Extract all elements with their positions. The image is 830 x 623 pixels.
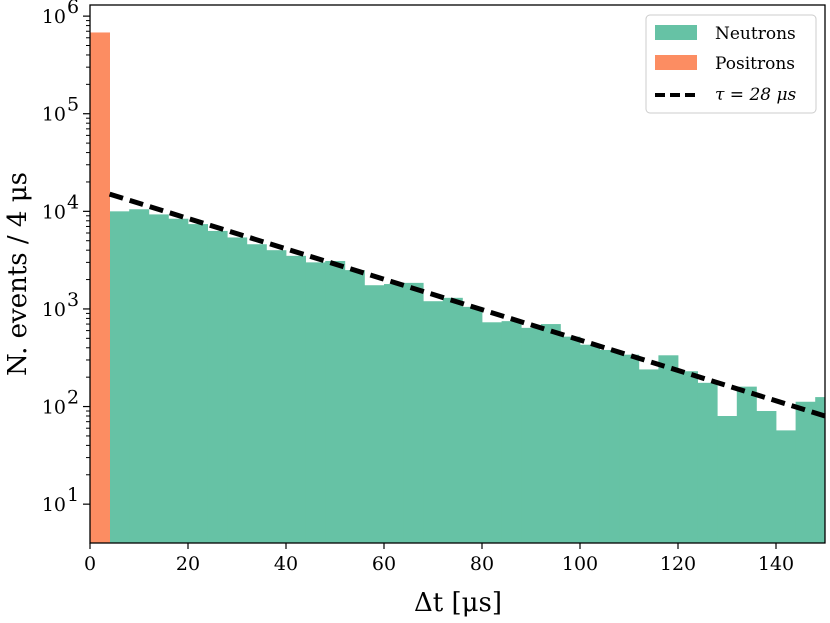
neutron-bar xyxy=(325,260,346,543)
neutron-bar xyxy=(384,284,404,543)
plot-frame xyxy=(89,4,826,544)
x-tick-label: 80 xyxy=(470,553,494,575)
neutron-bar xyxy=(442,297,463,543)
y-tick-label-exponent: 6 xyxy=(67,0,79,18)
x-tick-label: 100 xyxy=(562,553,598,575)
neutron-bar xyxy=(188,224,208,543)
y-tick-label-exponent: 2 xyxy=(67,387,79,409)
neutron-bar xyxy=(678,371,698,543)
neutron-bar xyxy=(344,270,365,543)
legend-swatch-neutrons xyxy=(655,25,697,40)
neutron-bar xyxy=(403,282,424,543)
x-tick-label: 0 xyxy=(84,553,96,575)
legend-label-positrons: Positrons xyxy=(715,54,795,74)
neutron-bar xyxy=(638,369,659,543)
x-axis: 0 20 40 60 80 100 120 140 xyxy=(84,543,794,575)
neutron-bar xyxy=(795,401,816,543)
neutron-bar xyxy=(364,285,385,543)
neutron-bar xyxy=(540,324,561,543)
neutron-bar xyxy=(129,209,150,543)
neutron-bar xyxy=(109,211,130,543)
neutron-bar xyxy=(560,336,581,543)
neutron-bar xyxy=(580,344,600,543)
positron-bars xyxy=(90,32,110,543)
y-tick-label: 10 xyxy=(42,397,66,419)
neutron-bar xyxy=(736,386,757,543)
y-tick-label: 10 xyxy=(42,201,66,223)
legend-label-fit: τ = 28 μs xyxy=(715,85,797,105)
neutron-bar xyxy=(462,306,483,543)
x-tick-label: 60 xyxy=(372,553,396,575)
neutron-bar xyxy=(776,430,796,543)
legend: Neutrons Positrons τ = 28 μs xyxy=(645,14,817,114)
y-tick-label: 10 xyxy=(42,494,66,516)
legend-label-neutrons: Neutrons xyxy=(715,24,796,44)
neutron-bar xyxy=(619,354,640,543)
y-axis-label: N. events / 4 μs xyxy=(3,172,33,376)
legend-swatch-positrons xyxy=(655,55,697,70)
x-axis-label: Δt [μs] xyxy=(414,588,502,618)
neutron-bar xyxy=(207,230,228,543)
neutron-bar xyxy=(815,397,826,543)
y-tick-label: 10 xyxy=(42,104,66,126)
positron-bar xyxy=(90,32,110,543)
neutron-bar xyxy=(286,255,306,543)
neutron-bar xyxy=(423,301,444,543)
y-tick-label-exponent: 1 xyxy=(67,484,79,506)
x-tick-label: 20 xyxy=(176,553,200,575)
neutron-bar xyxy=(148,214,169,543)
neutron-bar xyxy=(246,244,267,543)
y-tick-label-exponent: 5 xyxy=(67,94,79,116)
x-tick-label: 120 xyxy=(660,553,696,575)
neutron-bar xyxy=(521,327,542,543)
neutron-bar xyxy=(658,355,679,543)
x-tick-label: 140 xyxy=(758,553,794,575)
neutron-bar xyxy=(305,262,326,543)
y-tick-label: 10 xyxy=(42,6,66,28)
neutron-bar xyxy=(599,349,620,543)
y-tick-label-exponent: 4 xyxy=(67,191,79,213)
neutron-bar xyxy=(717,416,738,543)
y-tick-label-exponent: 3 xyxy=(67,289,79,311)
y-tick-label: 10 xyxy=(42,299,66,321)
neutron-bar xyxy=(227,237,248,543)
neutron-bar xyxy=(482,322,502,543)
neutron-bar xyxy=(501,321,522,543)
neutron-bar xyxy=(168,218,189,543)
neutron-bar xyxy=(697,382,718,543)
x-tick-label: 40 xyxy=(274,553,298,575)
neutron-bars xyxy=(90,209,826,543)
neutron-bar xyxy=(756,411,777,543)
neutron-bar xyxy=(266,250,287,543)
